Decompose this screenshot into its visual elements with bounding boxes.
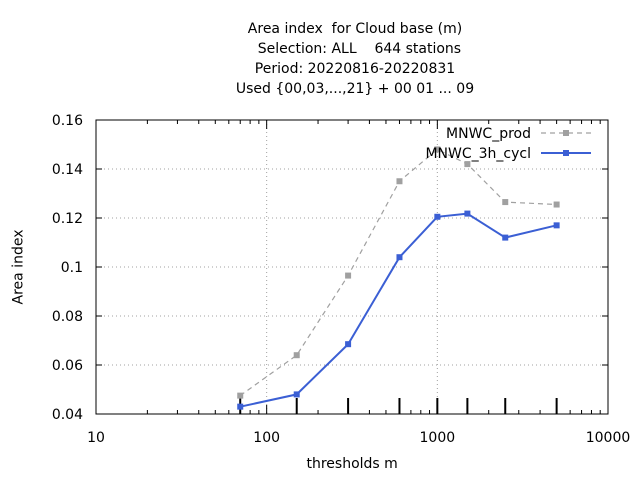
data-point (553, 201, 560, 208)
data-point (502, 234, 509, 241)
x-tick-label: 1000 (420, 430, 456, 446)
data-point (434, 146, 441, 153)
chart-title-line-4: Used {00,03,...,21} + 00 01 ... 09 (235, 81, 475, 97)
series-line-MNWC_prod (239, 148, 557, 397)
data-point (293, 352, 300, 359)
legend-label: MNWC_3h_cycl (425, 146, 531, 162)
y-tick-label: 0.1 (61, 260, 83, 276)
data-point (396, 254, 403, 261)
data-point (464, 210, 471, 217)
y-tick-label: 0.16 (52, 113, 83, 129)
data-point (345, 272, 352, 279)
x-tick-label: 10000 (586, 430, 631, 446)
legend-marker (563, 130, 569, 136)
data-point (464, 161, 471, 168)
y-tick-label: 0.12 (52, 211, 83, 227)
y-tick-label: 0.06 (52, 358, 83, 374)
data-point (434, 213, 441, 220)
data-point (237, 403, 244, 410)
data-point (345, 341, 352, 348)
data-point (396, 178, 403, 185)
data-point (293, 391, 300, 398)
data-point (237, 392, 244, 399)
chart-title-line-1: Area index for Cloud base (m) (247, 21, 463, 37)
x-tick-label: 100 (253, 430, 280, 446)
y-tick-label: 0.14 (52, 162, 83, 178)
legend-marker (563, 150, 569, 156)
data-point (553, 222, 560, 229)
chart-title-line-3: Period: 20220816-20220831 (254, 61, 456, 77)
y-tick-label: 0.08 (52, 309, 83, 325)
y-tick-label: 0.04 (52, 407, 83, 423)
x-tick-label: 10 (87, 430, 105, 446)
data-point (502, 199, 509, 206)
legend-label: MNWC_prod (446, 126, 531, 142)
series-line-MNWC_3h_cycl (239, 212, 557, 408)
x-axis-label: thresholds m (306, 456, 398, 472)
chart-title-line-2: Selection: ALL 644 stations (248, 41, 462, 57)
